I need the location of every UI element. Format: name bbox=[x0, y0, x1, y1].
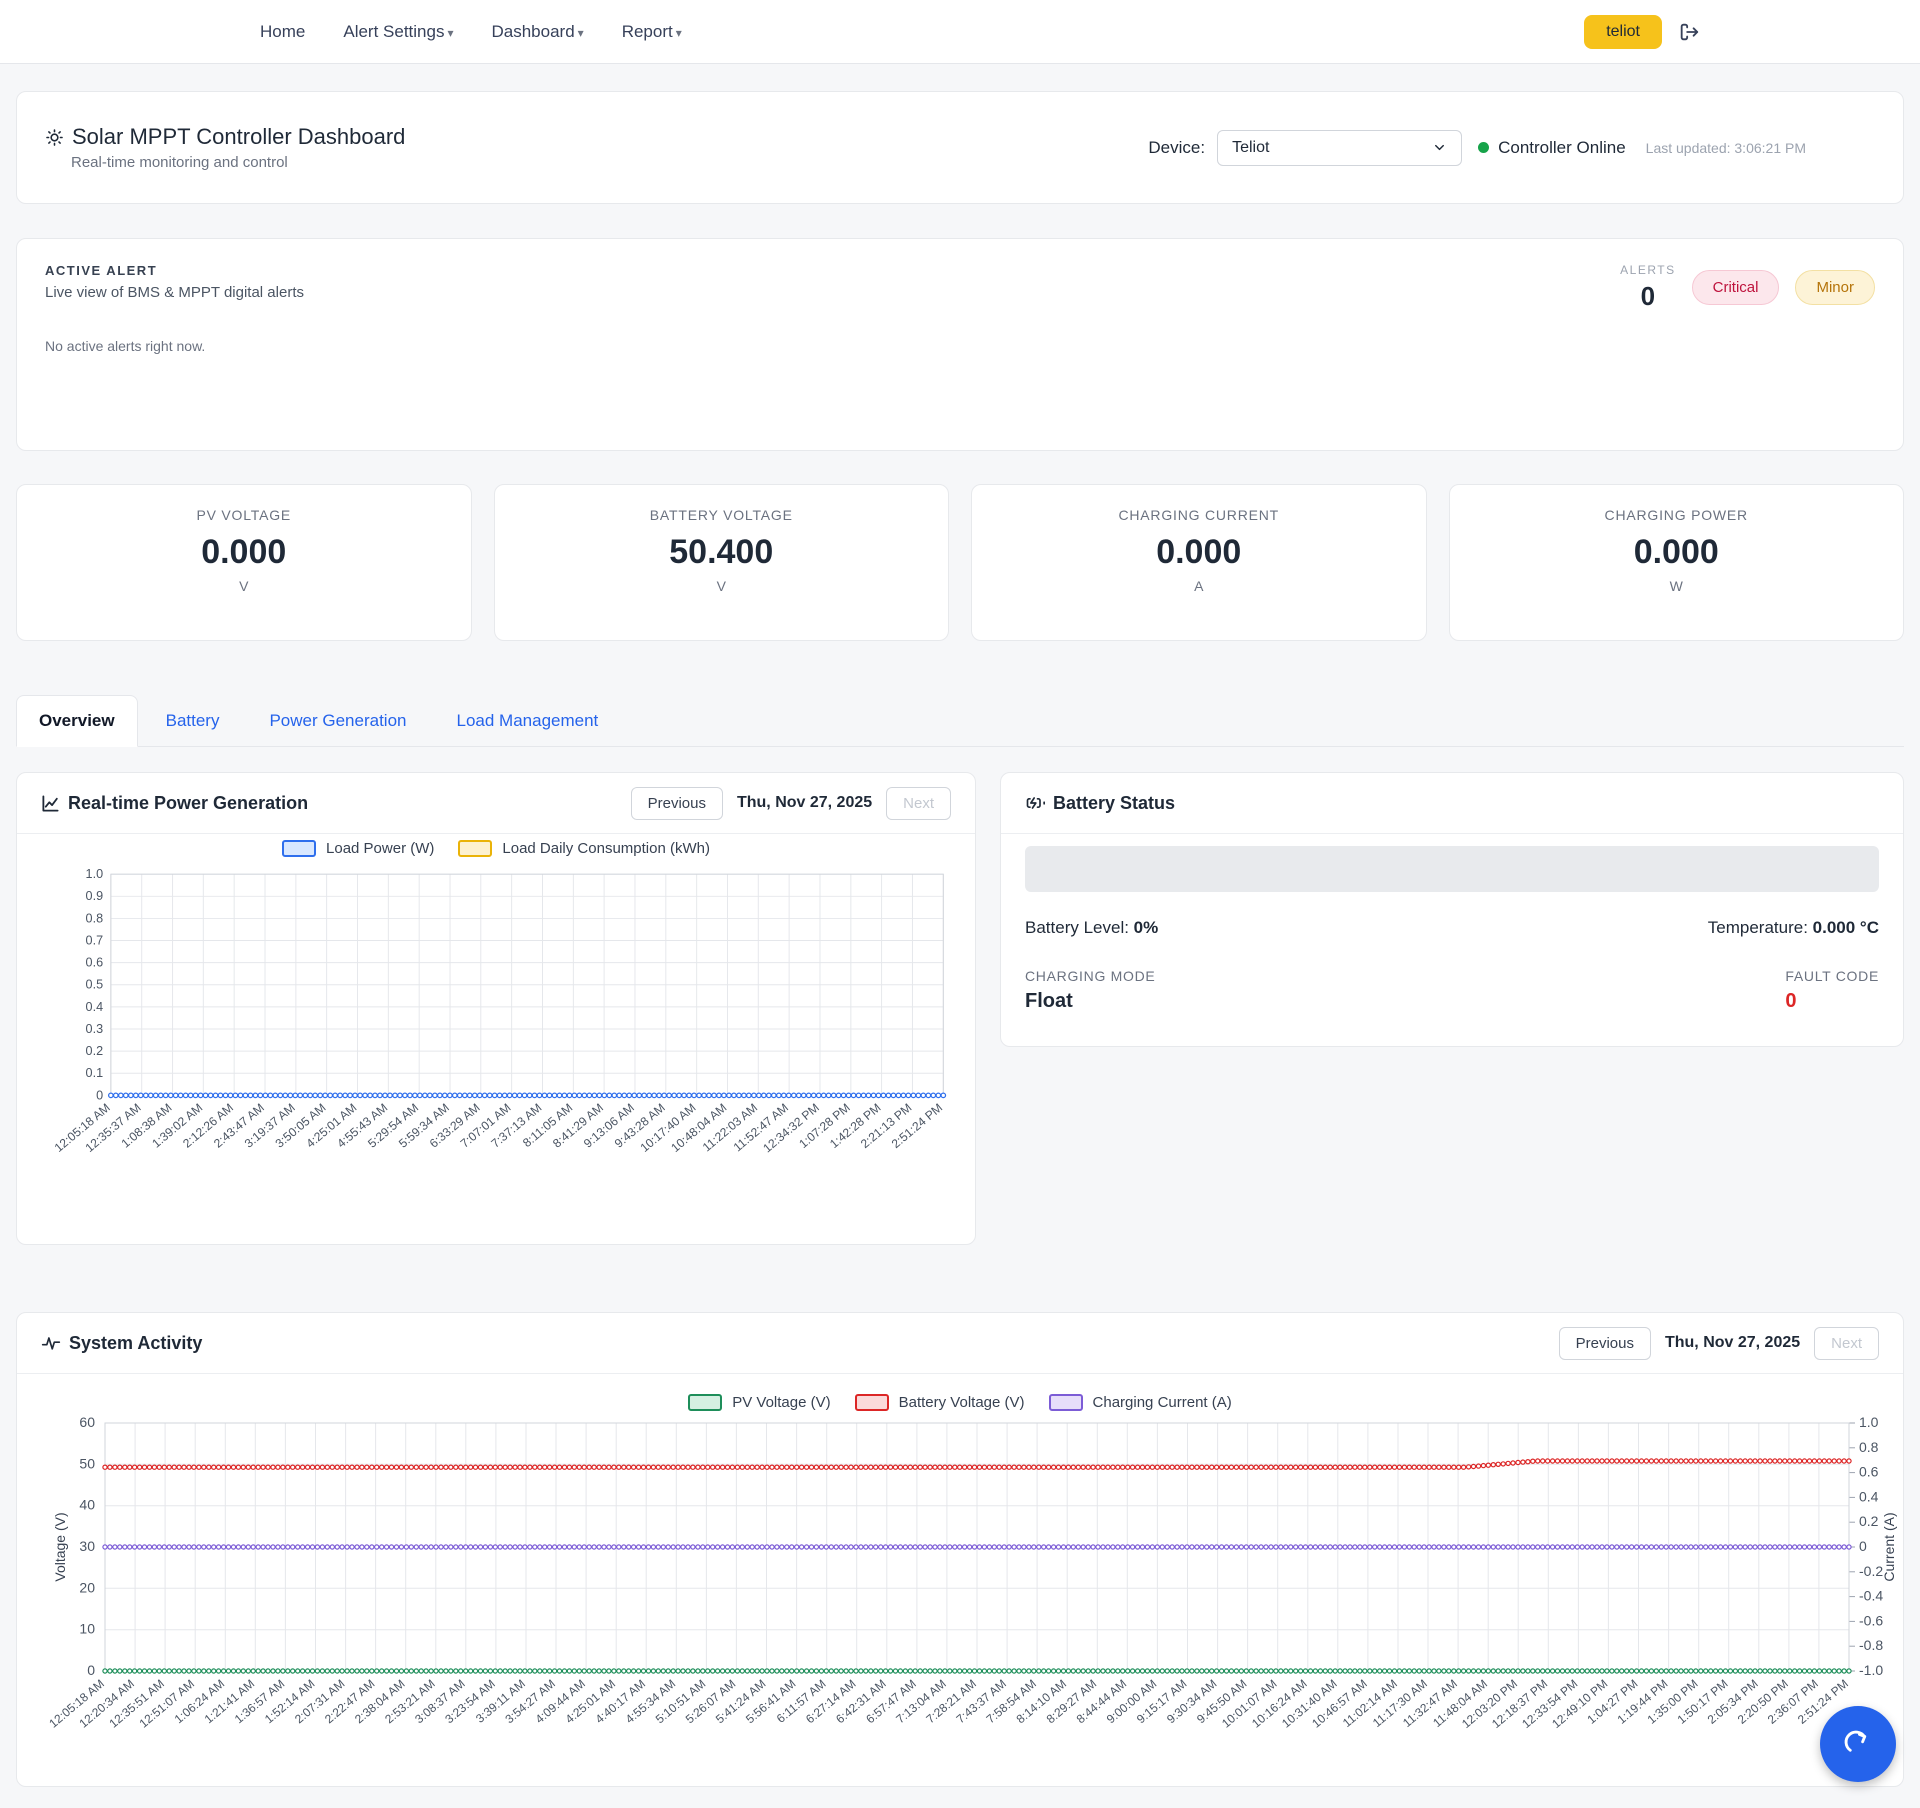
svg-text:0.2: 0.2 bbox=[1859, 1513, 1879, 1529]
svg-text:0.4: 0.4 bbox=[86, 1000, 104, 1014]
svg-text:0.3: 0.3 bbox=[86, 1022, 104, 1036]
svg-text:0.6: 0.6 bbox=[86, 956, 104, 970]
svg-text:-0.6: -0.6 bbox=[1859, 1612, 1883, 1628]
svg-text:-1.0: -1.0 bbox=[1859, 1662, 1883, 1678]
svg-text:0.9: 0.9 bbox=[86, 889, 104, 903]
svg-text:0.6: 0.6 bbox=[1859, 1464, 1879, 1480]
svg-text:-0.4: -0.4 bbox=[1859, 1588, 1883, 1604]
svg-text:0.8: 0.8 bbox=[86, 911, 104, 925]
svg-text:0.4: 0.4 bbox=[1859, 1488, 1879, 1504]
svg-text:0.8: 0.8 bbox=[1859, 1439, 1879, 1455]
svg-text:Current (A): Current (A) bbox=[1881, 1512, 1897, 1581]
svg-text:1.0: 1.0 bbox=[86, 867, 104, 881]
svg-text:1.0: 1.0 bbox=[1859, 1417, 1879, 1430]
svg-text:Voltage (V): Voltage (V) bbox=[52, 1512, 68, 1581]
svg-text:0.1: 0.1 bbox=[86, 1066, 104, 1080]
svg-text:0.7: 0.7 bbox=[86, 933, 104, 947]
svg-text:-0.8: -0.8 bbox=[1859, 1637, 1883, 1653]
svg-text:0: 0 bbox=[96, 1088, 103, 1102]
svg-text:40: 40 bbox=[79, 1497, 95, 1513]
svg-text:10: 10 bbox=[79, 1621, 95, 1637]
svg-text:30: 30 bbox=[79, 1538, 95, 1554]
svg-text:50: 50 bbox=[79, 1455, 95, 1471]
svg-text:20: 20 bbox=[79, 1579, 95, 1595]
svg-text:0.2: 0.2 bbox=[86, 1044, 104, 1058]
svg-text:0: 0 bbox=[1859, 1538, 1867, 1554]
svg-text:0.5: 0.5 bbox=[86, 978, 104, 992]
svg-text:60: 60 bbox=[79, 1417, 95, 1430]
svg-text:0: 0 bbox=[87, 1662, 95, 1678]
svg-text:-0.2: -0.2 bbox=[1859, 1563, 1883, 1579]
